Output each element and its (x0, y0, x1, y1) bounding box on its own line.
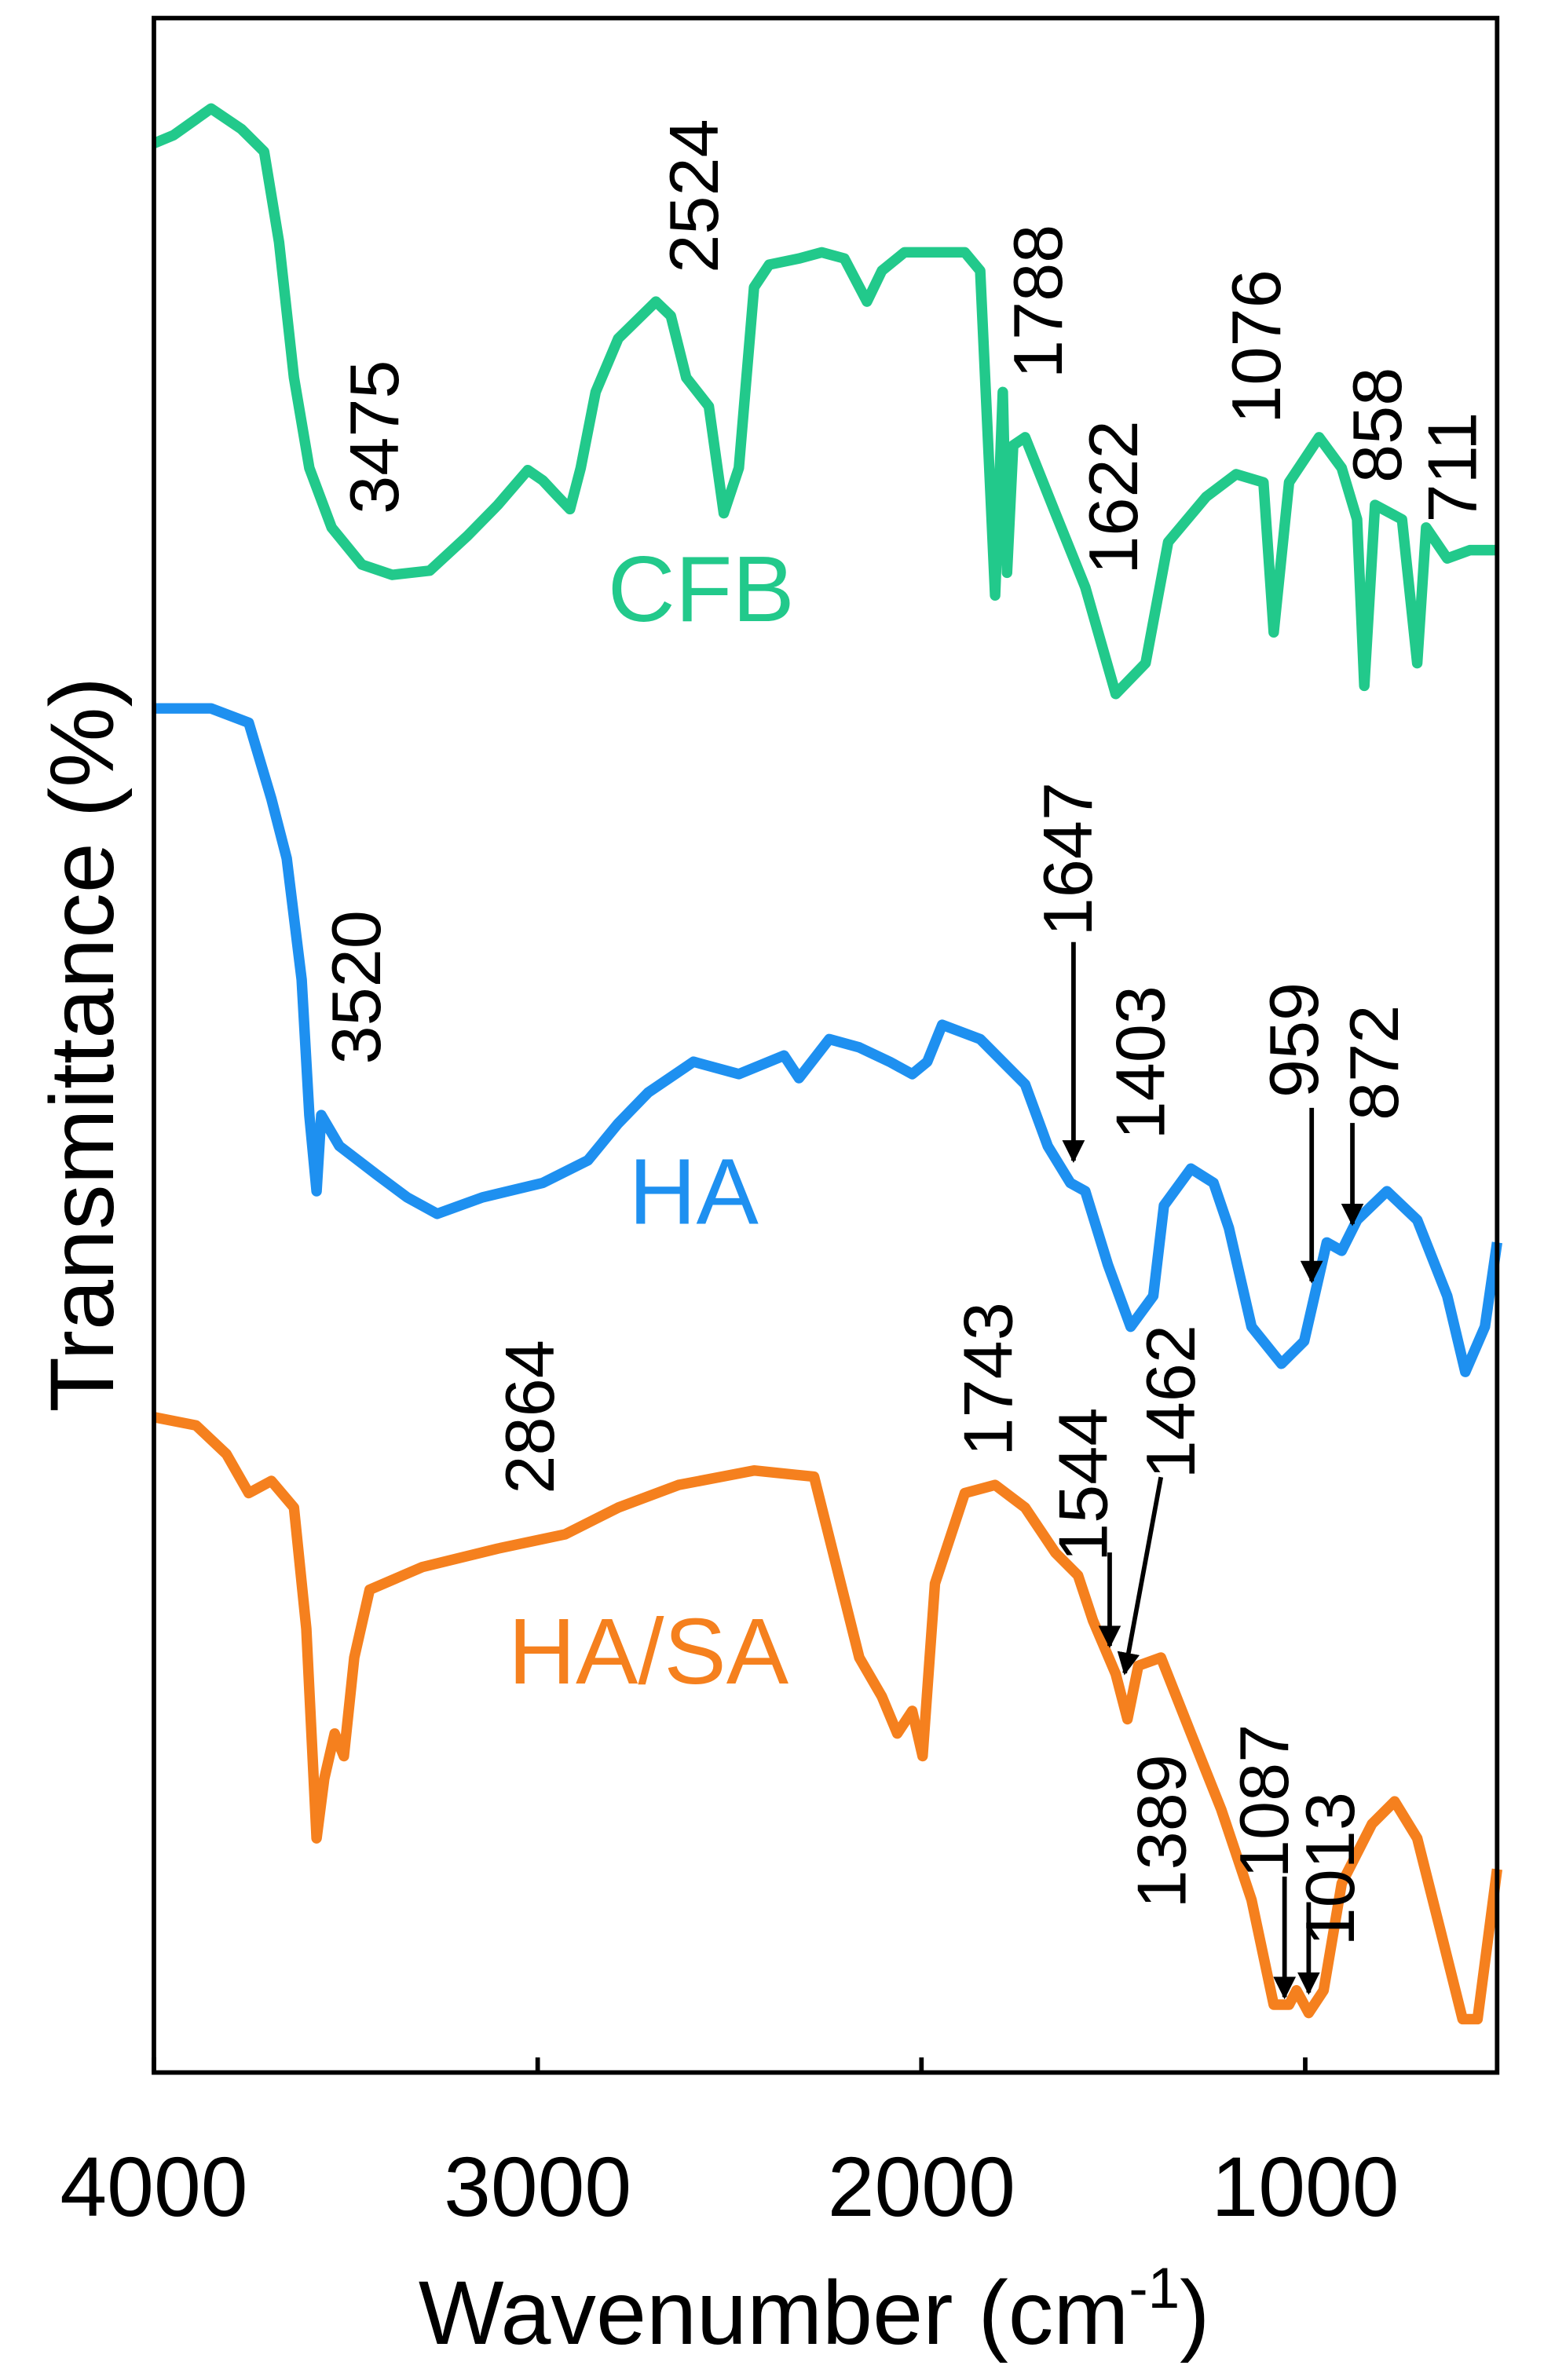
peak-arrow (1117, 1476, 1164, 1676)
x-axis-label-sup: -1 (1129, 2257, 1180, 2320)
series-label: CFB (608, 537, 795, 642)
series-label: HA (629, 1140, 759, 1245)
x-tick-label: 2000 (828, 2140, 1015, 2234)
peak-label: 1622 (1074, 420, 1152, 574)
x-axis-label-text: Wavenumber (cm (419, 2263, 1129, 2364)
peak-label: 1647 (1029, 782, 1107, 936)
x-tick-label: 4000 (60, 2140, 247, 2234)
plot-frame (152, 16, 1500, 2075)
peak-label: 1076 (1217, 269, 1295, 423)
peak-label: 1087 (1225, 1724, 1303, 1878)
spectrum-line (152, 103, 1498, 700)
x-axis-label-text: ) (1180, 2263, 1209, 2364)
peak-label: 1013 (1291, 1792, 1369, 1946)
peak-label: 1788 (999, 225, 1077, 378)
series-label: HA/SA (508, 1599, 789, 1704)
peak-label: 959 (1255, 982, 1333, 1098)
peak-label: 1403 (1101, 985, 1179, 1139)
peak-label: 1462 (1132, 1325, 1209, 1479)
peak-label: 711 (1414, 412, 1491, 523)
spectrum-line (153, 703, 1502, 1377)
x-axis-label: Wavenumber (cm-1) (419, 2257, 1210, 2364)
peak-label: 2864 (491, 1340, 569, 1493)
peak-label: 858 (1338, 367, 1416, 483)
peak-label: 1743 (949, 1302, 1027, 1456)
x-tick-label: 3000 (444, 2140, 631, 2234)
peak-label: 872 (1335, 1005, 1413, 1121)
peak-label: 1544 (1044, 1408, 1121, 1562)
peak-label: 3520 (317, 910, 395, 1064)
spectrum-line (152, 1412, 1502, 2025)
x-tick-label: 1000 (1211, 2140, 1399, 2234)
peak-label: 2524 (655, 119, 733, 272)
y-axis-label: Transmittance (%) (32, 677, 133, 1412)
peak-label: 3475 (335, 360, 413, 514)
peak-label: 1389 (1122, 1754, 1200, 1908)
